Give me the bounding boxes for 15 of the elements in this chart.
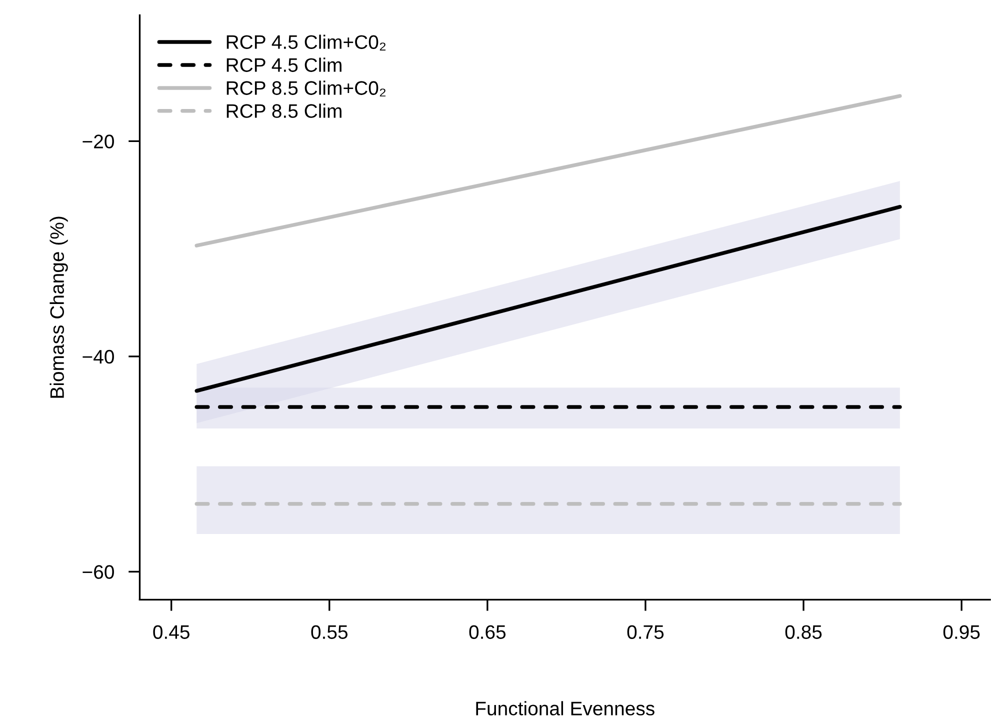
x-tick-label: 0.85: [785, 625, 822, 639]
x-tick-label: 0.95: [943, 625, 980, 639]
y-axis-title: Biomass Change (%): [50, 216, 68, 398]
legend-label: RCP 8.5 Clim: [226, 104, 342, 118]
x-tick-label: 0.45: [153, 625, 190, 639]
legend-label: RCP 4.5 Clim: [226, 58, 342, 72]
legend-label: RCP 8.5 Clim+C0₂: [226, 80, 386, 96]
x-tick-label: 0.55: [311, 625, 348, 639]
y-tick-label: −20: [82, 134, 114, 148]
x-axis-title: Functional Evenness: [476, 701, 654, 716]
y-tick-label: −40: [82, 350, 114, 364]
x-tick-label: 0.75: [627, 625, 664, 639]
x-tick-label: 0.65: [469, 625, 506, 639]
y-tick-label: −60: [82, 565, 114, 579]
legend-label: RCP 4.5 Clim+C0₂: [226, 34, 386, 50]
